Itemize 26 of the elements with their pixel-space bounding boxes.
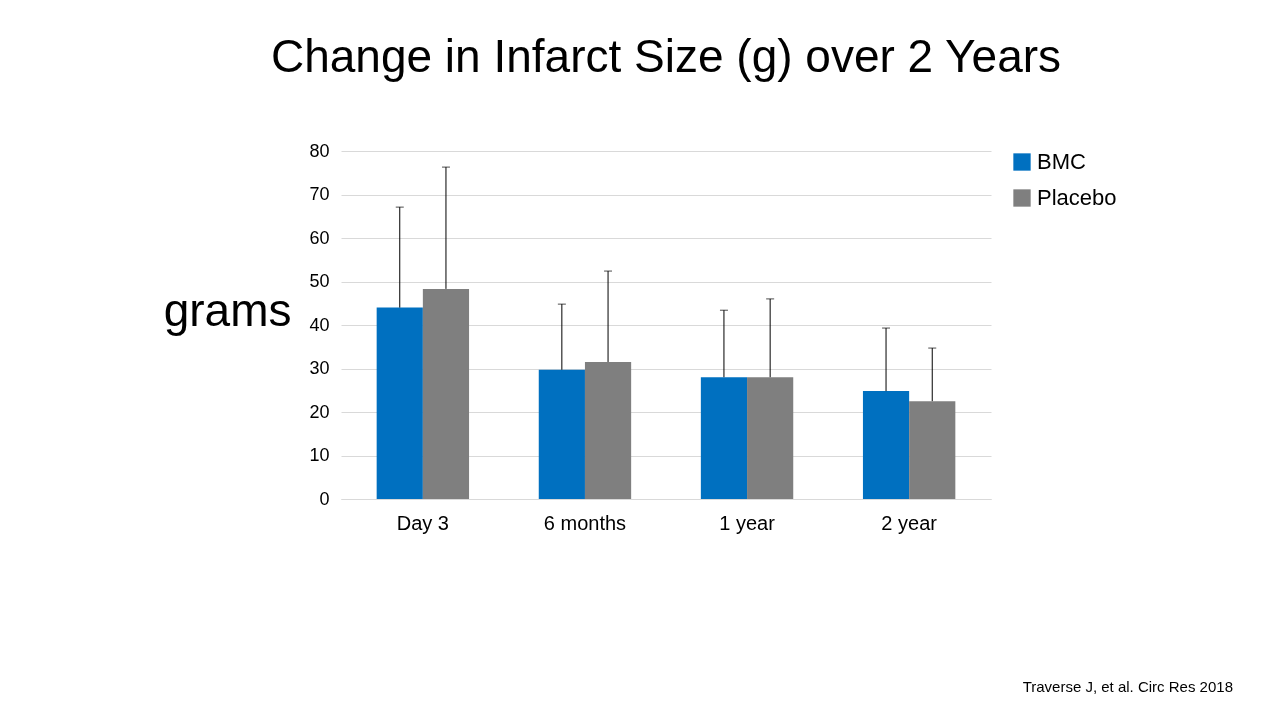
bar: [422, 288, 469, 499]
text: Traverse J, et al. Circ Res 2018: [1022, 678, 1233, 695]
bar: [746, 377, 793, 499]
legend-label: Placebo: [1036, 185, 1117, 210]
x-tick-label: 2 year: [880, 511, 937, 534]
y-axis-title: grams: [163, 283, 291, 336]
x-tick-label: 6 months: [543, 511, 626, 534]
y-tick-label: 50: [308, 271, 329, 291]
bar: [584, 361, 631, 499]
y-tick-label: 10: [308, 445, 329, 465]
x-tick-label: Day 3: [396, 511, 449, 534]
y-tick-label: 30: [308, 358, 329, 378]
chart-title: Change in Infarct Size (g) over 2 Years: [270, 30, 1061, 82]
y-tick-label: 80: [308, 140, 329, 161]
y-tick-label: 60: [308, 227, 329, 248]
bar: [376, 307, 423, 499]
y-tick-label: 0: [318, 488, 329, 509]
bar: [700, 377, 747, 499]
bar: [862, 391, 909, 499]
bar: [538, 369, 585, 499]
y-tick-label: 20: [308, 401, 329, 422]
y-tick-label: 40: [308, 314, 329, 335]
y-tick-label: 70: [308, 184, 329, 204]
x-tick-label: 1 year: [718, 511, 775, 534]
legend-label: BMC: [1036, 149, 1086, 174]
bar: [908, 401, 955, 499]
